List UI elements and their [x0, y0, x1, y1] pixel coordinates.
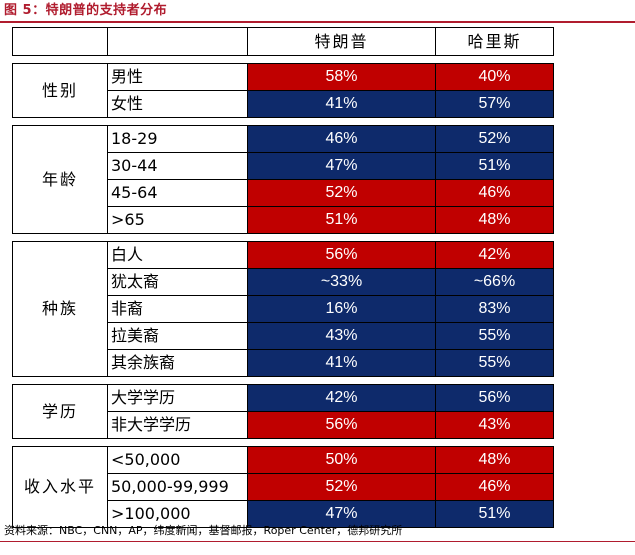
category-cell: 性别 [12, 63, 108, 118]
harris-value-cell: 52% [435, 125, 554, 153]
header-harris: 哈里斯 [435, 27, 554, 56]
header-trump: 特朗普 [247, 27, 436, 56]
harris-value-cell: 55% [435, 349, 554, 377]
harris-value-cell: 83% [435, 295, 554, 323]
group-spacer [13, 377, 554, 385]
trump-value-cell: 41% [247, 349, 436, 377]
bottom-rule [0, 541, 635, 542]
harris-value-cell: 48% [435, 446, 554, 474]
group-spacer-cell [13, 56, 554, 64]
harris-value-cell: 46% [435, 473, 554, 501]
table-row: 年龄 18-29 46% 52% [12, 125, 554, 234]
row-label: 犹太裔 [107, 268, 248, 296]
table-row: 45-64 52% 46% [13, 179, 554, 207]
row-label: 其余族裔 [107, 349, 248, 377]
group-spacer [13, 118, 554, 126]
row-label: 白人 [107, 241, 248, 269]
trump-value-cell: 52% [247, 179, 436, 207]
row-label: 45-64 [107, 179, 248, 207]
harris-value-cell: 40% [435, 63, 554, 91]
row-label: 大学学历 [107, 384, 248, 412]
trump-value-cell: 51% [247, 206, 436, 234]
category-cell: 年龄 [12, 125, 108, 234]
trump-value-cell: 52% [247, 473, 436, 501]
trump-value-cell: 56% [247, 241, 436, 269]
harris-value-cell: 57% [435, 90, 554, 118]
group-spacer [13, 439, 554, 447]
category-cell: 收入水平 [12, 446, 108, 528]
row-label: >100,000 [107, 500, 248, 528]
table-row: 30-44 47% 51% [13, 152, 554, 180]
harris-value-cell: 42% [435, 241, 554, 269]
harris-value-cell: 48% [435, 206, 554, 234]
group-spacer-cell [13, 234, 554, 242]
row-label: 50,000-99,999 [107, 473, 248, 501]
trump-value-cell: 58% [247, 63, 436, 91]
trump-value-cell: 42% [247, 384, 436, 412]
header-corner [12, 27, 108, 56]
table-row: >100,000 47% 51% [13, 500, 554, 528]
trump-value-cell: 41% [247, 90, 436, 118]
row-label: 18-29 [107, 125, 248, 153]
row-label: 非大学学历 [107, 411, 248, 439]
harris-value-cell: 43% [435, 411, 554, 439]
table-row: 种族 白人 56% 42% [12, 241, 554, 377]
header-label-blank [107, 27, 248, 56]
trump-value-cell: 56% [247, 411, 436, 439]
trump-value-cell: ~33% [247, 268, 436, 296]
table-row: 非大学学历 56% 43% [13, 411, 554, 439]
trump-value-cell: 47% [247, 152, 436, 180]
group-spacer [13, 56, 554, 64]
row-label: 拉美裔 [107, 322, 248, 350]
row-label: 30-44 [107, 152, 248, 180]
table-row: 收入水平 <50,000 50% 48% [12, 446, 554, 528]
trump-value-cell: 43% [247, 322, 436, 350]
title-rule [0, 21, 635, 23]
group-spacer [13, 234, 554, 242]
row-label: >65 [107, 206, 248, 234]
group-spacer-cell [13, 439, 554, 447]
harris-value-cell: 51% [435, 152, 554, 180]
header-row: 特朗普 哈里斯 [12, 27, 554, 56]
trump-value-cell: 46% [247, 125, 436, 153]
row-label: 女性 [107, 90, 248, 118]
group-spacer-cell [13, 118, 554, 126]
trump-value-cell: 16% [247, 295, 436, 323]
row-label: <50,000 [107, 446, 248, 474]
category-cell: 学历 [12, 384, 108, 439]
group-spacer-cell [13, 377, 554, 385]
figure-title: 图 5：特朗普的支持者分布 [4, 3, 168, 18]
row-label: 非裔 [107, 295, 248, 323]
table-row: 拉美裔 43% 55% [13, 322, 554, 350]
table-row: 学历 大学学历 42% 56% [12, 384, 554, 439]
table-row: 犹太裔 ~33% ~66% [13, 268, 554, 296]
table-row: 女性 41% 57% [13, 90, 554, 118]
harris-value-cell: 51% [435, 500, 554, 528]
trump-value-cell: 47% [247, 500, 436, 528]
category-cell: 种族 [12, 241, 108, 377]
row-label: 男性 [107, 63, 248, 91]
harris-value-cell: ~66% [435, 268, 554, 296]
table-row: 其余族裔 41% 55% [13, 349, 554, 377]
harris-value-cell: 56% [435, 384, 554, 412]
harris-value-cell: 55% [435, 322, 554, 350]
harris-value-cell: 46% [435, 179, 554, 207]
support-table-body: 特朗普 哈里斯 性别 男性 58% 40% 女性 41% 57% 年龄 18-29 46% 52% 3… [12, 27, 554, 528]
source-note: 资料来源：NBC，CNN，AP，纬度新闻，基督邮报，Roper Center，德… [4, 524, 403, 537]
support-table: 特朗普 哈里斯 性别 男性 58% 40% 女性 41% 57% 年龄 18-29 46% 52% 3… [12, 27, 554, 528]
table-row: 非裔 16% 83% [13, 295, 554, 323]
trump-value-cell: 50% [247, 446, 436, 474]
table-row: 性别 男性 58% 40% [12, 63, 554, 118]
table-row: >65 51% 48% [13, 206, 554, 234]
